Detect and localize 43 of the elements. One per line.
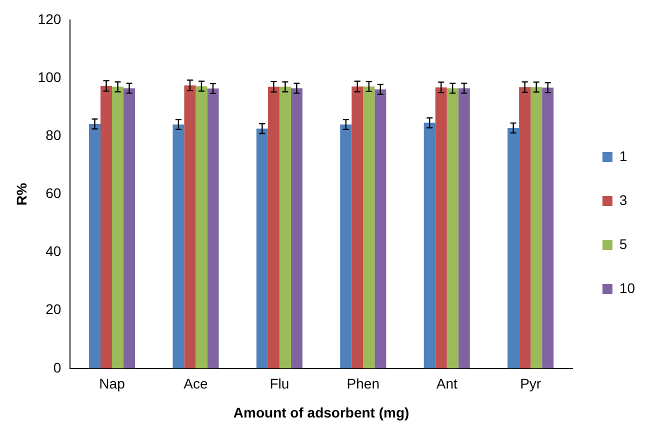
- legend-label: 3: [619, 192, 628, 208]
- x-tick-label: Ace: [184, 376, 208, 392]
- x-tick-label: Pyr: [520, 376, 542, 392]
- legend-label: 5: [619, 236, 628, 252]
- bar: [88, 124, 101, 368]
- bar: [530, 87, 542, 368]
- x-tick-label: Flu: [270, 376, 290, 392]
- bar: [172, 124, 184, 368]
- bar: [184, 85, 196, 368]
- bar: [519, 87, 531, 368]
- bar: [124, 88, 136, 368]
- bar: [256, 128, 268, 368]
- y-tick-label: 120: [38, 10, 62, 27]
- bar: [352, 86, 364, 368]
- bar: [290, 88, 302, 368]
- bar: [363, 86, 375, 368]
- legend-label: 1: [619, 148, 628, 164]
- x-axis-title: Amount of adsorbent (mg): [233, 404, 410, 420]
- y-axis-title: R%: [13, 182, 30, 206]
- y-tick-label: 80: [46, 126, 62, 143]
- y-tick-label: 40: [46, 243, 62, 260]
- bar: [508, 128, 520, 368]
- bar: [446, 88, 458, 368]
- bar: [458, 88, 470, 368]
- bar: [268, 86, 280, 368]
- x-tick-label: Nap: [99, 376, 126, 392]
- legend-label: 10: [619, 280, 636, 296]
- y-tick-label: 20: [46, 301, 62, 318]
- y-tick-label: 100: [38, 68, 62, 85]
- y-tick-label: 0: [53, 359, 62, 376]
- x-tick-label: Phen: [346, 376, 380, 392]
- bar: [424, 122, 436, 368]
- bar: [112, 86, 124, 368]
- bar: [279, 86, 291, 368]
- bar: [207, 88, 219, 368]
- bar: [374, 89, 386, 368]
- bar: [542, 88, 554, 368]
- bar: [196, 86, 208, 368]
- bar: [100, 86, 112, 368]
- bar: [435, 87, 447, 368]
- bar: [340, 124, 352, 368]
- y-tick-label: 60: [46, 185, 62, 202]
- x-tick-label: Ant: [436, 376, 458, 392]
